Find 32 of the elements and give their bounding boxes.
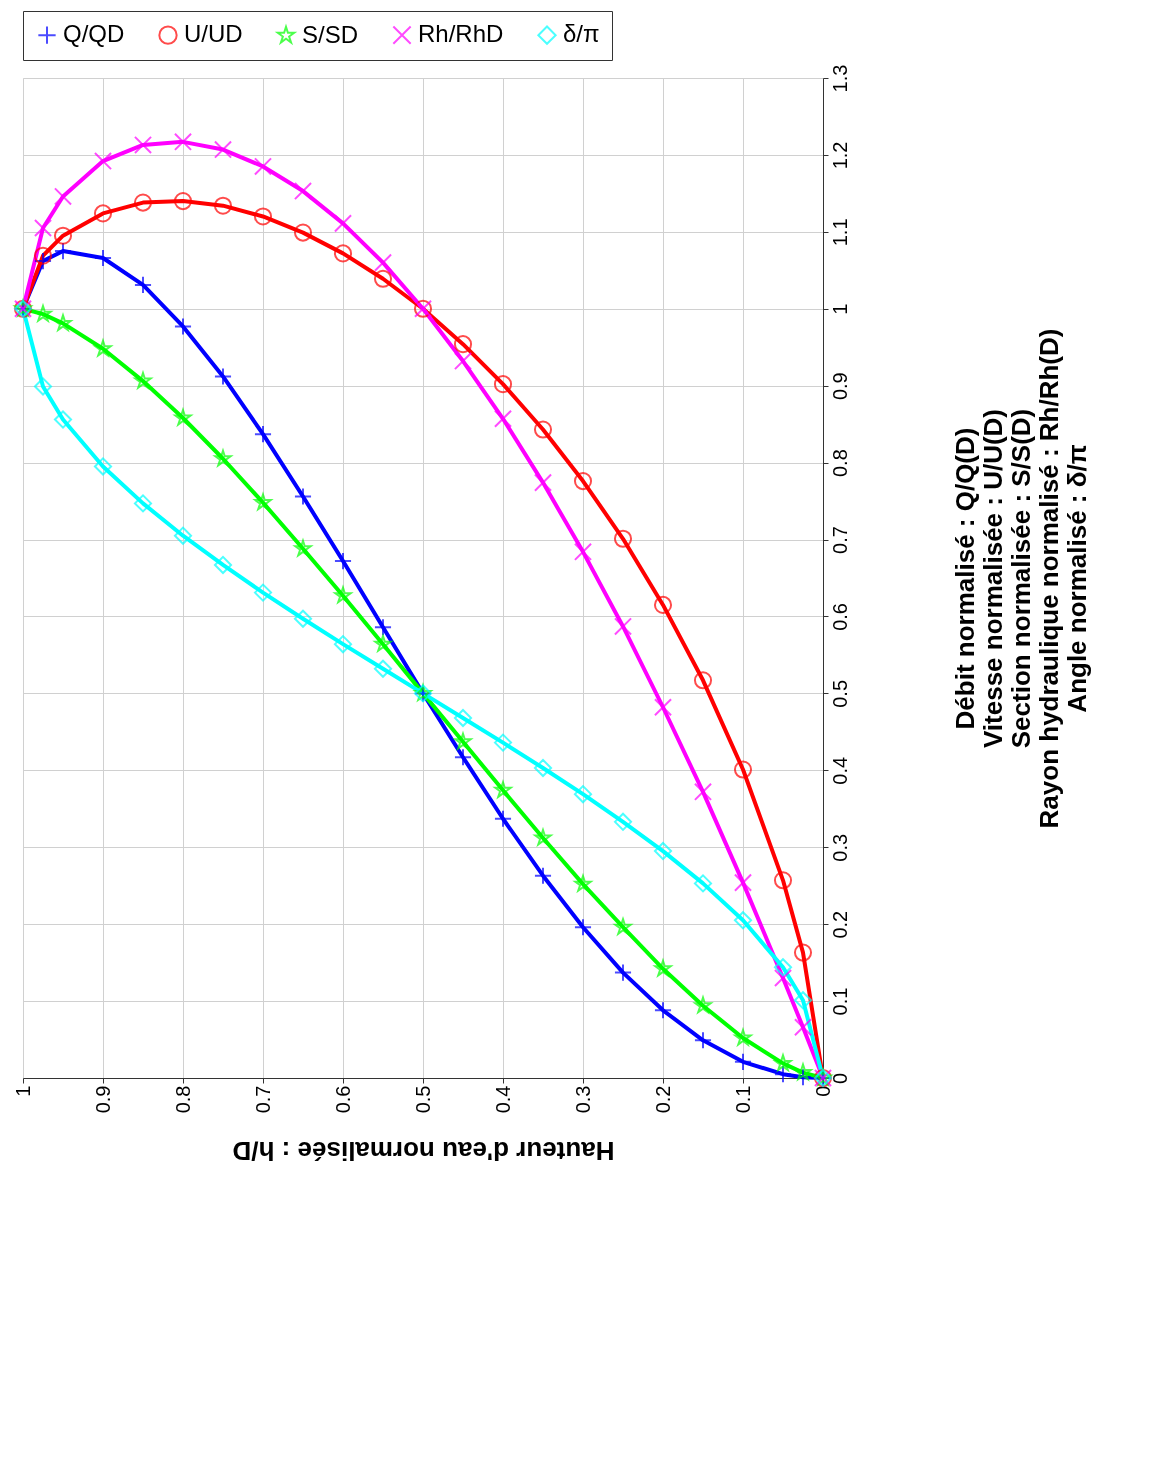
x-tick-label: 0.3 — [571, 1085, 594, 1114]
x-tick-label: 0.2 — [651, 1085, 674, 1114]
y-tick-label: 0.9 — [828, 372, 851, 401]
x-tick-label: 0.7 — [251, 1085, 274, 1114]
legend-label: Rh/RhD — [418, 20, 504, 48]
x-axis-title: Hauteur d'eau normalisée : h/D — [232, 1136, 615, 1167]
y-tick-label: 0.7 — [828, 526, 851, 554]
x-tick-label: 0.4 — [491, 1085, 514, 1114]
y-tick-label: 0.4 — [828, 756, 851, 785]
text: Débit normalisé : Q/Q(D) — [949, 427, 980, 730]
x-tick-label: 0.6 — [331, 1085, 354, 1114]
x-tick-label: 0.1 — [731, 1085, 754, 1114]
x-tick-label: 0.9 — [91, 1085, 114, 1114]
y-tick-label: 1.3 — [828, 64, 851, 93]
y-tick-label: 0.3 — [828, 833, 851, 862]
y-tick-label: 0.2 — [828, 910, 851, 939]
x-tick-label: 0.5 — [411, 1085, 434, 1114]
y-tick-label: 1.1 — [828, 218, 851, 247]
y-tick-label: 1 — [828, 303, 851, 315]
legend-label: U/UD — [184, 20, 243, 48]
y-tick-label: 0.8 — [828, 449, 851, 478]
legend-label: Q/QD — [63, 20, 125, 48]
x-tick-label: 1 — [11, 1085, 34, 1097]
x-tick-label: 0.8 — [171, 1085, 194, 1114]
y-tick-label: 1.2 — [828, 141, 851, 170]
legend-label: δ/π — [563, 20, 600, 48]
y-tick-label: 0 — [828, 1072, 851, 1085]
legend-label: S/SD — [302, 20, 359, 48]
y-tick-label: 0.1 — [828, 987, 851, 1016]
y-tick-label: 0.5 — [828, 679, 851, 708]
x-tick-label: 0 — [811, 1085, 834, 1097]
y-tick-label: 0.6 — [828, 603, 851, 631]
